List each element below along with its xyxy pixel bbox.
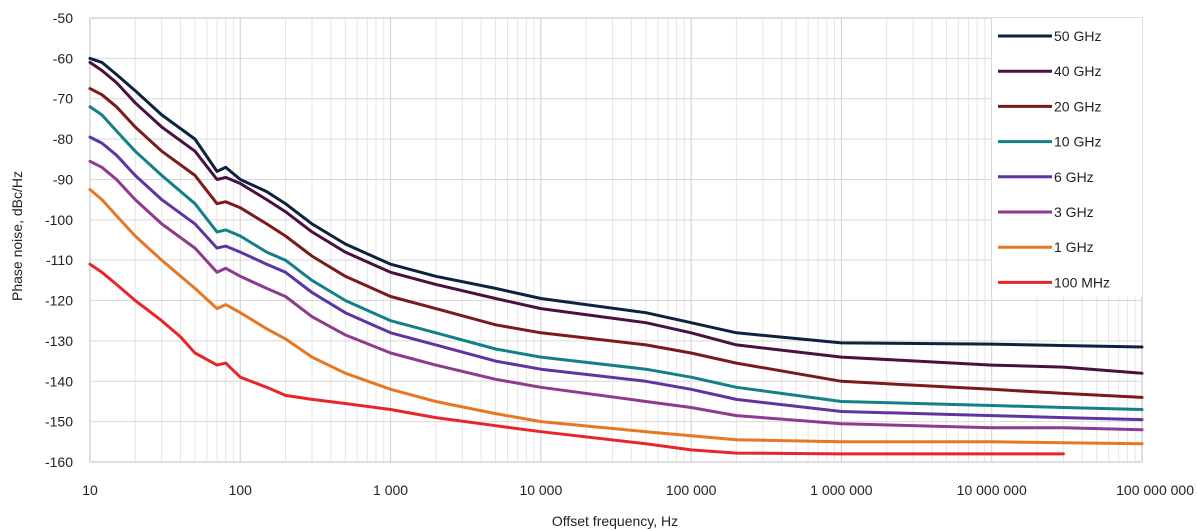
y-tick-label: -90 (53, 171, 73, 187)
y-tick-label: -70 (53, 91, 73, 107)
series-line (88, 56, 1144, 349)
y-tick-label: -140 (45, 373, 73, 389)
series-line (88, 262, 1065, 456)
series-line (88, 87, 1144, 399)
x-tick-label: 100 000 (666, 482, 717, 498)
series-line (88, 159, 1144, 432)
x-tick-label: 1 000 000 (810, 482, 872, 498)
legend-label: 3 GHz (1054, 204, 1094, 220)
x-tick-label: 10 000 000 (957, 482, 1027, 498)
legend-label: 6 GHz (1054, 169, 1094, 185)
x-axis-title: Offset frequency, Hz (552, 513, 678, 529)
y-tick-label: -80 (53, 131, 73, 147)
x-tick-label: 10 (82, 482, 98, 498)
x-tick-label: 1 000 (373, 482, 408, 498)
y-tick-label: -110 (46, 252, 73, 268)
legend-label: 100 MHz (1054, 274, 1110, 290)
legend-label: 50 GHz (1054, 28, 1101, 44)
y-tick-label: -160 (45, 454, 73, 470)
grid-lines (89, 17, 1143, 463)
x-tick-label: 100 000 000 (1116, 482, 1194, 498)
y-tick-label: -150 (45, 414, 73, 430)
legend-label: 20 GHz (1054, 98, 1101, 114)
y-tick-label: -130 (45, 333, 73, 349)
legend: 50 GHz 40 GHz 20 GHz 10 GHz 6 GHz 3 GHz 1 GHz 1… (992, 18, 1142, 296)
series-line (88, 105, 1144, 411)
x-tick-labels: 10 100 1 000 10 000 100 000 1 000 000 10 000 0… (82, 482, 1194, 498)
series-line (88, 60, 1144, 375)
series-line (88, 188, 1144, 446)
y-tick-labels: -50 -60 -70 -80 -90 -100 -110 -120 -130 -140 -150 -… (45, 10, 73, 470)
y-tick-label: -60 (53, 50, 73, 66)
y-tick-label: -120 (45, 293, 73, 309)
legend-box (992, 18, 1142, 296)
legend-label: 1 GHz (1054, 239, 1094, 255)
y-axis-title: Phase noise, dBc/Hz (9, 171, 25, 301)
x-tick-label: 10 000 (519, 482, 562, 498)
y-tick-label: -100 (45, 212, 73, 228)
y-tick-label: -50 (53, 10, 73, 26)
legend-label: 10 GHz (1054, 134, 1101, 150)
x-tick-label: 100 (229, 482, 253, 498)
legend-label: 40 GHz (1054, 63, 1101, 79)
series-lines (88, 56, 1144, 456)
series-line (88, 135, 1144, 422)
